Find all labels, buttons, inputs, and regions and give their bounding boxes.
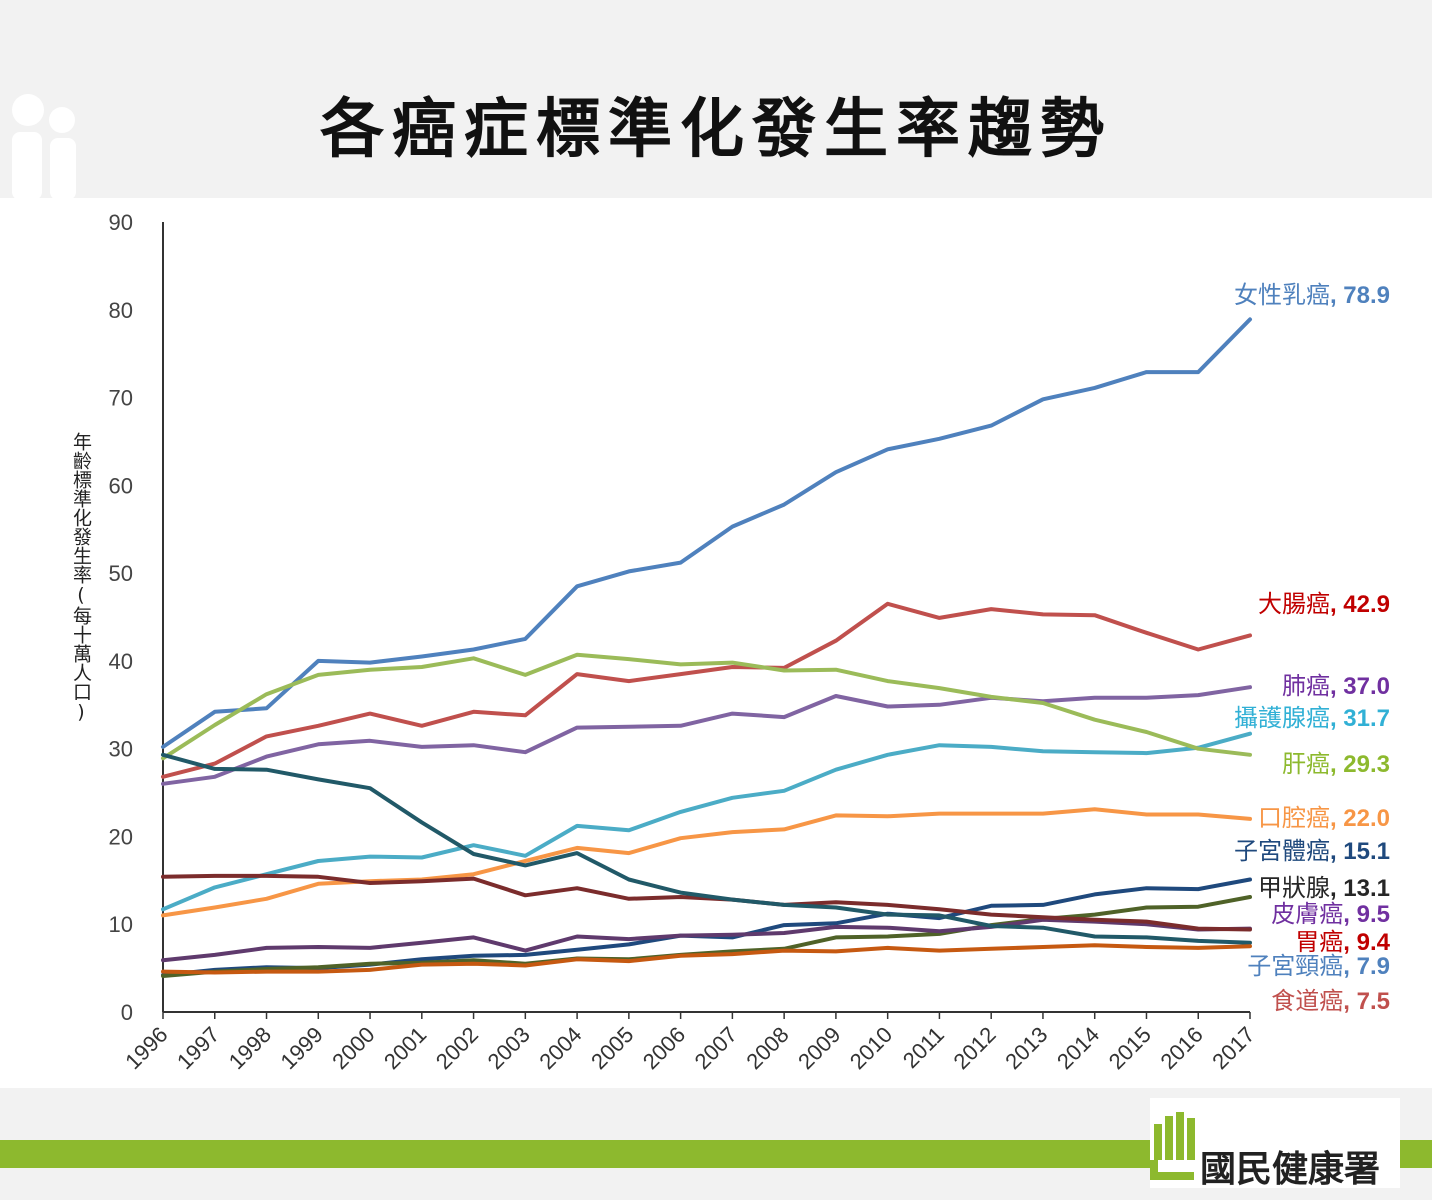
series-name: 皮膚癌 <box>1271 900 1343 928</box>
series-end-label: 甲狀腺, 13.1 <box>1258 874 1390 902</box>
y-tick-label: 30 <box>109 737 133 762</box>
people-icon <box>12 94 76 200</box>
series-name: 肝癌 <box>1282 750 1330 778</box>
y-tick-label: 10 <box>109 912 133 937</box>
series-name: 肺癌 <box>1282 672 1330 700</box>
series-end-value: , 37.0 <box>1330 673 1390 700</box>
x-tick-label: 1998 <box>224 1022 276 1074</box>
series-name: 攝護腺癌 <box>1234 704 1330 732</box>
series-line <box>161 877 1252 978</box>
y-tick-label: 20 <box>109 824 133 849</box>
series-line <box>161 943 1252 975</box>
x-tick-label: 2005 <box>586 1022 638 1074</box>
series-name: 胃癌 <box>1295 928 1343 956</box>
series-lines <box>161 317 1252 978</box>
series-name: 大腸癌 <box>1258 590 1330 618</box>
page-title: 各癌症標準化發生率趨勢 <box>320 92 1112 167</box>
series-end-label: 攝護腺癌, 31.7 <box>1234 704 1390 732</box>
x-tick-label: 2015 <box>1104 1022 1156 1074</box>
y-tick-label: 60 <box>109 473 133 498</box>
series-end-label: 子宮頸癌, 7.9 <box>1247 952 1390 980</box>
x-tick-label: 2012 <box>948 1022 1000 1074</box>
x-tick-label: 2010 <box>845 1022 897 1074</box>
series-end-value: , 78.9 <box>1330 282 1390 309</box>
series-end-value: , 29.3 <box>1330 751 1390 778</box>
x-tick-label: 2008 <box>741 1022 793 1074</box>
y-axis-label: 年齡標準化發生率(每十萬人口) <box>70 432 92 723</box>
series-end-label: 口腔癌, 22.0 <box>1258 804 1390 832</box>
x-tick-label: 2011 <box>898 1022 949 1073</box>
series-line <box>161 685 1252 786</box>
header-band <box>0 0 1432 198</box>
x-tick-label: 1997 <box>172 1022 224 1074</box>
series-name: 子宮頸癌 <box>1247 952 1343 980</box>
series-end-label: 食道癌, 7.5 <box>1271 987 1390 1015</box>
series-end-label: 肺癌, 37.0 <box>1282 672 1390 700</box>
x-tick-label: 2000 <box>327 1022 379 1074</box>
series-line <box>161 873 1252 932</box>
x-tick-label: 2007 <box>690 1022 742 1074</box>
y-tick-label: 40 <box>109 649 133 674</box>
x-tick-label: 2006 <box>638 1022 690 1074</box>
series-name: 子宮體癌 <box>1234 837 1330 865</box>
y-tick-label: 0 <box>121 1000 133 1025</box>
series-name: 食道癌 <box>1271 987 1343 1015</box>
series-end-label: 胃癌, 9.4 <box>1295 928 1390 956</box>
series-line <box>161 317 1252 749</box>
series-line <box>161 917 1252 963</box>
series-end-value: , 9.4 <box>1343 929 1390 956</box>
series-end-label: 肝癌, 29.3 <box>1282 750 1390 778</box>
hpa-logo-icon <box>1150 1112 1195 1180</box>
series-end-label: 大腸癌, 42.9 <box>1258 590 1390 618</box>
x-tick-label: 2013 <box>1000 1022 1052 1074</box>
series-end-value: , 42.9 <box>1330 591 1390 618</box>
series-end-value: , 7.5 <box>1343 988 1390 1015</box>
series-name: 甲狀腺 <box>1258 874 1330 902</box>
series-end-value: , 7.9 <box>1343 953 1390 980</box>
x-tick-label: 2014 <box>1052 1022 1104 1074</box>
y-tick-label: 80 <box>109 298 133 323</box>
series-end-label: 女性乳癌, 78.9 <box>1234 281 1390 309</box>
y-tick-label: 70 <box>109 386 133 411</box>
chart-axes <box>162 222 1251 1019</box>
x-tick-label: 1999 <box>276 1022 328 1074</box>
series-name: 口腔癌 <box>1258 804 1330 832</box>
x-tick-label: 1996 <box>120 1022 172 1074</box>
series-line <box>161 752 1252 945</box>
y-tick-label: 90 <box>109 210 133 235</box>
x-tick-label: 2017 <box>1207 1022 1259 1074</box>
series-line <box>161 731 1252 912</box>
x-tick-label: 2004 <box>534 1022 586 1074</box>
series-line <box>161 652 1252 761</box>
series-end-label: 皮膚癌, 9.5 <box>1271 900 1390 928</box>
series-name: 女性乳癌 <box>1234 281 1330 309</box>
x-tick-label: 2016 <box>1155 1022 1207 1074</box>
series-end-value: , 15.1 <box>1330 838 1390 865</box>
series-end-label: 子宮體癌, 15.1 <box>1234 837 1390 865</box>
series-end-value: , 22.0 <box>1330 805 1390 832</box>
y-tick-label: 50 <box>109 561 133 586</box>
org-logo-text: 國民健康署 <box>1200 1149 1381 1190</box>
x-tick-label: 2002 <box>431 1022 483 1074</box>
series-line <box>161 807 1252 918</box>
series-line <box>161 601 1252 779</box>
x-tick-label: 2003 <box>483 1022 535 1074</box>
series-end-value: , 31.7 <box>1330 705 1390 732</box>
series-end-value: , 13.1 <box>1330 875 1390 902</box>
series-end-value: , 9.5 <box>1343 901 1390 928</box>
x-tick-label: 2001 <box>379 1022 431 1074</box>
x-tick-label: 2009 <box>793 1022 845 1074</box>
